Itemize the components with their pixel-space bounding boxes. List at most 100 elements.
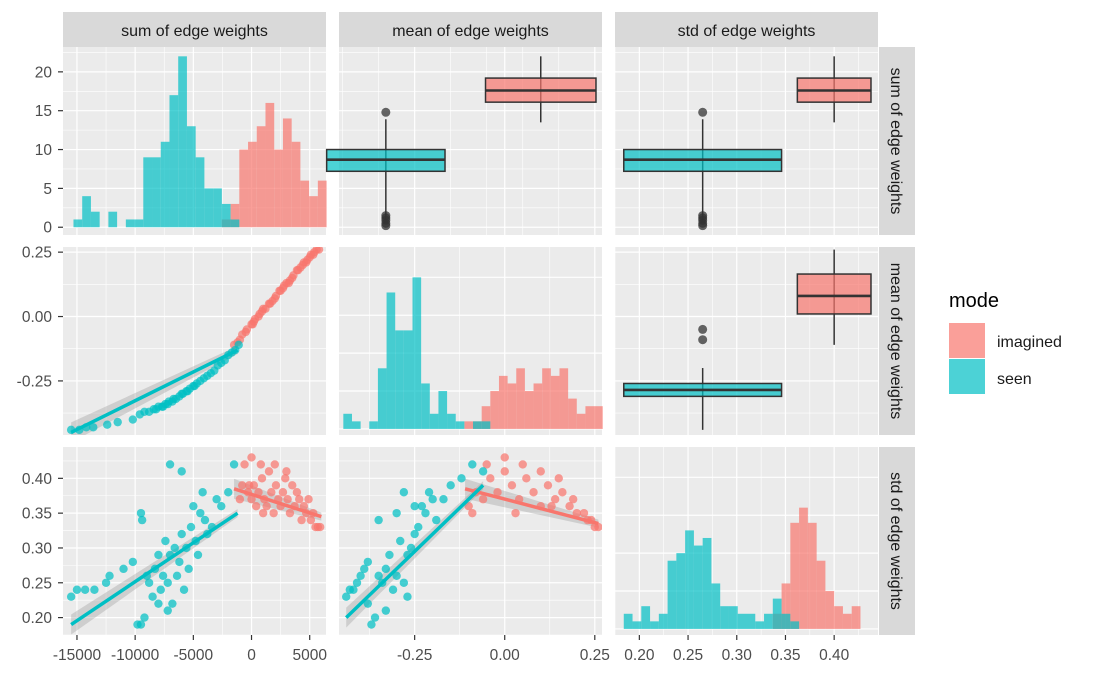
point-seen	[410, 529, 419, 539]
point-imagined	[511, 508, 520, 518]
point-imagined	[264, 467, 274, 476]
panel-sum-sum	[63, 47, 327, 235]
hist-bar-imagined	[230, 203, 240, 228]
hist-bar-seen	[152, 157, 161, 228]
hist-bar-seen	[412, 277, 422, 429]
point-seen	[168, 599, 177, 608]
point-seen	[90, 585, 99, 594]
hist-bar-imagined	[309, 196, 318, 228]
point-seen	[177, 529, 186, 539]
hist-bar-seen	[134, 219, 144, 228]
point-seen	[367, 620, 376, 629]
hist-bar-seen	[386, 292, 396, 429]
point-imagined	[529, 488, 538, 497]
panel-mean-mean	[339, 247, 603, 435]
point-seen	[66, 592, 76, 601]
hist-bar-seen	[195, 157, 205, 228]
point-seen	[172, 571, 182, 581]
point-imagined	[255, 309, 264, 319]
hist-bar-imagined	[834, 606, 843, 629]
point-seen	[212, 495, 221, 504]
point-seen	[352, 578, 362, 587]
point-imagined	[241, 327, 250, 337]
point-seen	[119, 564, 128, 574]
point-seen	[410, 501, 419, 511]
point-seen	[175, 557, 184, 567]
point-imagined	[493, 488, 502, 497]
hist-bar-imagined	[282, 118, 292, 228]
point-seen	[428, 495, 437, 504]
hist-bar-seen	[790, 621, 800, 629]
hist-bar-imagined	[516, 368, 525, 429]
hist-bar-imagined	[568, 398, 577, 429]
point-imagined	[315, 522, 325, 532]
panel-mean-std	[614, 247, 878, 435]
point-seen	[154, 599, 163, 608]
point-seen	[385, 550, 394, 560]
hist-bar-imagined	[248, 141, 257, 228]
hist-bar-imagined	[559, 368, 569, 429]
y-tick-label-std: 0.25	[22, 575, 52, 592]
hist-bar-seen	[351, 421, 361, 429]
y-tick-label-mean: -0.25	[17, 373, 52, 390]
hist-bar-seen	[772, 598, 782, 629]
panel-std-mean	[339, 447, 602, 636]
point-seen	[388, 585, 398, 594]
hist-bar-seen	[421, 383, 430, 429]
point-imagined	[258, 508, 268, 518]
hist-bar-seen	[447, 413, 456, 429]
point-imagined	[235, 495, 245, 504]
box-outlier-seen	[381, 107, 391, 117]
point-seen	[189, 501, 198, 511]
point-imagined	[500, 467, 509, 476]
point-seen	[163, 606, 172, 615]
hist-bar-seen	[728, 606, 738, 629]
point-seen	[128, 557, 138, 567]
box-outlier-seen	[381, 211, 391, 221]
hist-bar-seen	[343, 413, 352, 429]
hist-bar-imagined	[507, 383, 517, 429]
top-strip-bg-3	[615, 12, 878, 47]
point-seen	[424, 488, 434, 497]
x-tick-label-sum: 5000	[292, 647, 327, 664]
point-seen	[137, 515, 147, 525]
hist-bar-seen	[711, 583, 721, 629]
point-imagined	[288, 481, 297, 490]
point-imagined	[256, 460, 266, 469]
hist-bar-imagined	[585, 406, 595, 429]
point-seen	[356, 571, 365, 581]
point-imagined	[550, 495, 560, 504]
hist-bar-imagined	[291, 141, 301, 228]
point-imagined	[282, 467, 291, 476]
point-imagined	[251, 501, 261, 511]
top-strip-bg-2	[339, 12, 602, 47]
x-tick-label-mean: -0.25	[397, 647, 432, 664]
y-tick-label-count: 15	[35, 103, 52, 120]
hist-bar-seen	[746, 613, 756, 629]
point-seen	[163, 578, 172, 587]
y-tick-label-mean: 0.00	[22, 309, 53, 326]
point-seen	[190, 381, 199, 391]
right-strip-bg-3	[879, 447, 915, 635]
hist-bar-imagined	[498, 375, 508, 429]
point-seen	[154, 550, 163, 560]
hist-bar-imagined	[576, 413, 586, 429]
point-seen	[105, 571, 114, 581]
point-seen	[349, 585, 358, 594]
point-imagined	[297, 515, 306, 525]
point-imagined	[572, 508, 581, 518]
point-seen	[381, 564, 391, 574]
hist-bar-seen	[204, 188, 214, 228]
point-seen	[342, 592, 351, 601]
point-seen	[196, 508, 205, 518]
hist-bar-seen	[143, 157, 153, 228]
point-seen	[396, 536, 405, 546]
panel-sum-std	[614, 47, 878, 235]
point-seen	[374, 571, 383, 581]
point-imagined	[507, 481, 517, 490]
point-seen	[177, 467, 186, 476]
point-imagined	[281, 474, 290, 483]
hist-bar-seen	[429, 413, 439, 429]
point-imagined	[244, 481, 254, 490]
facet-strips: sum of edge weights mean of edge weights…	[63, 12, 915, 635]
